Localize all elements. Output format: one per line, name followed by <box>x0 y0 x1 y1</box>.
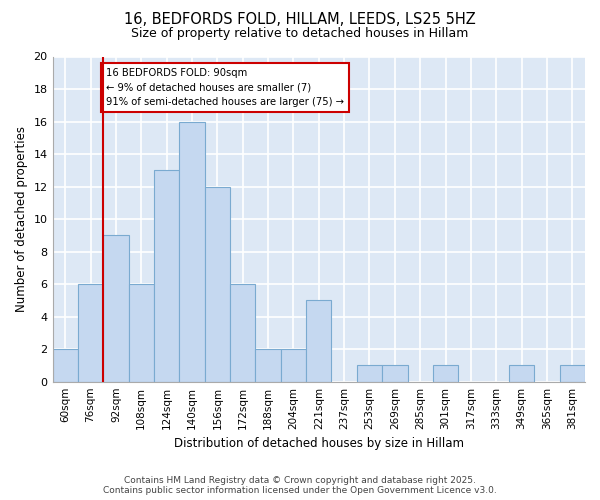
Bar <box>560 366 585 382</box>
Bar <box>128 284 154 382</box>
Text: 16, BEDFORDS FOLD, HILLAM, LEEDS, LS25 5HZ: 16, BEDFORDS FOLD, HILLAM, LEEDS, LS25 5… <box>124 12 476 28</box>
Bar <box>53 349 78 382</box>
Bar <box>433 366 458 382</box>
Bar <box>281 349 306 382</box>
Bar <box>357 366 382 382</box>
Bar <box>154 170 179 382</box>
Text: Contains HM Land Registry data © Crown copyright and database right 2025.
Contai: Contains HM Land Registry data © Crown c… <box>103 476 497 495</box>
Bar <box>179 122 205 382</box>
Bar <box>256 349 281 382</box>
Y-axis label: Number of detached properties: Number of detached properties <box>15 126 28 312</box>
Text: 16 BEDFORDS FOLD: 90sqm
← 9% of detached houses are smaller (7)
91% of semi-deta: 16 BEDFORDS FOLD: 90sqm ← 9% of detached… <box>106 68 344 108</box>
Bar <box>230 284 256 382</box>
Bar <box>205 186 230 382</box>
Text: Size of property relative to detached houses in Hillam: Size of property relative to detached ho… <box>131 28 469 40</box>
Bar <box>382 366 407 382</box>
Bar <box>78 284 103 382</box>
Bar <box>103 236 128 382</box>
Bar <box>306 300 331 382</box>
X-axis label: Distribution of detached houses by size in Hillam: Distribution of detached houses by size … <box>174 437 464 450</box>
Bar <box>509 366 534 382</box>
